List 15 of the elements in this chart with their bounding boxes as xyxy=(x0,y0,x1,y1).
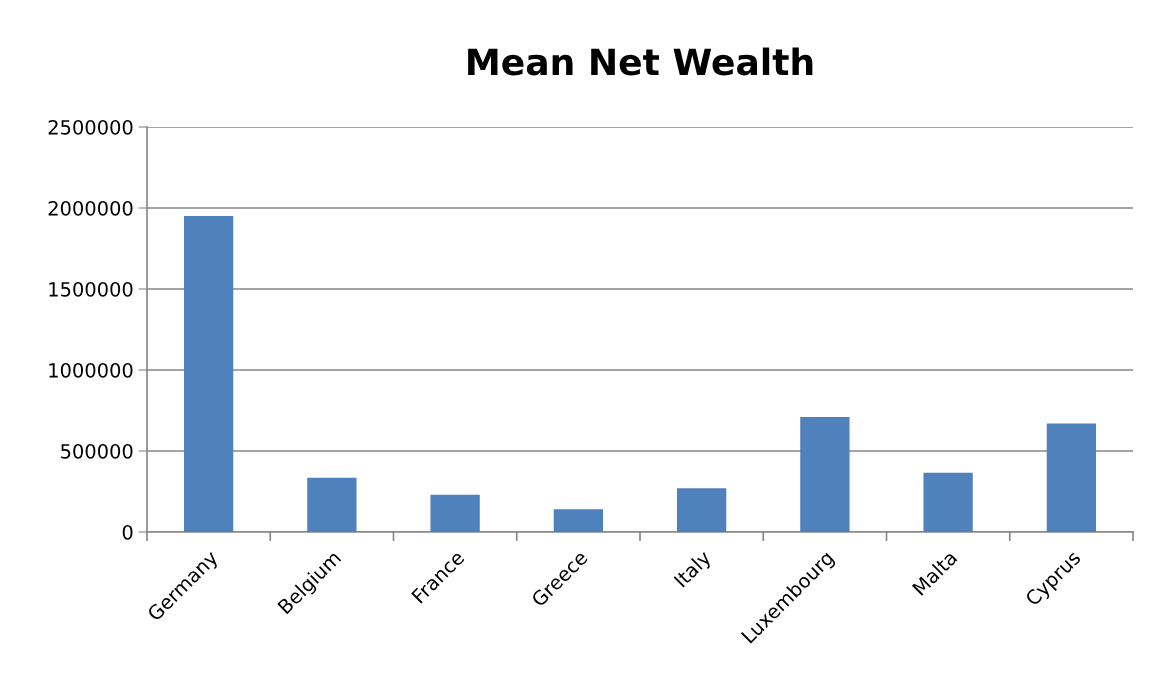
y-tick-label: 500000 xyxy=(61,443,133,459)
bar xyxy=(553,509,604,532)
y-tick-label: 2500000 xyxy=(48,119,133,135)
y-tick-label: 1000000 xyxy=(49,362,133,378)
y-tick-label: 0 xyxy=(122,524,133,540)
bar xyxy=(923,472,973,532)
y-tick-label: 1500000 xyxy=(49,281,133,297)
y-tick-label: 2000000 xyxy=(48,200,133,216)
bar xyxy=(800,416,850,532)
bar xyxy=(676,488,727,532)
bar xyxy=(1046,423,1097,532)
bar xyxy=(307,477,357,532)
chart-title: Mean Net Wealth xyxy=(468,47,813,76)
bar xyxy=(183,216,234,532)
bar xyxy=(430,494,480,532)
